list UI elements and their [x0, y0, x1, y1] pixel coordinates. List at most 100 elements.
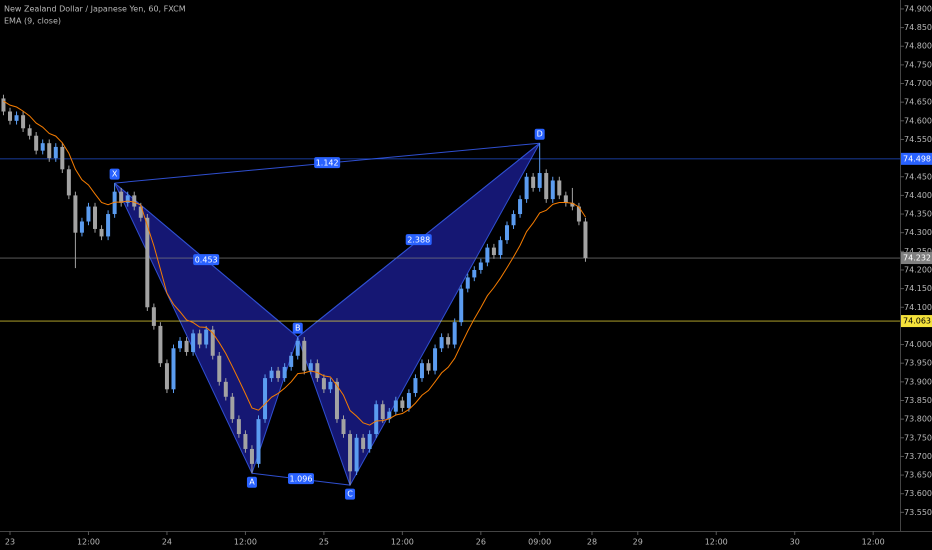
y-tick-label: 73.550 [904, 508, 932, 517]
candle-body [348, 434, 353, 472]
candle-body [282, 366, 287, 379]
candle-body [164, 363, 169, 390]
candle-body [289, 355, 294, 367]
candle-body [354, 437, 359, 472]
ratio-box [193, 254, 220, 266]
ratio-box [288, 473, 315, 485]
candle-body [518, 199, 523, 215]
candle-body [86, 206, 91, 222]
y-tick-label: 74.400 [904, 191, 932, 200]
candle-body [151, 307, 156, 326]
y-tick-label: 74.650 [904, 98, 932, 107]
candle-body [570, 202, 575, 207]
candle-body [295, 340, 300, 356]
candle-body [230, 396, 235, 420]
x-tick-label: 12:00 [234, 538, 257, 547]
candle-body [576, 206, 581, 222]
candle-body [47, 143, 52, 159]
candle-body [524, 176, 529, 200]
y-tick-label: 74.900 [904, 4, 932, 13]
candle-body [439, 337, 444, 349]
y-tick-label: 73.850 [904, 396, 932, 405]
price-tag [901, 252, 932, 265]
candle-body [249, 448, 254, 464]
candle-body [14, 115, 19, 121]
candle-body [256, 419, 261, 464]
candle-body [446, 337, 451, 345]
candle-body [8, 111, 13, 121]
candle-body [269, 370, 274, 379]
x-tick-label: 09:00 [528, 538, 551, 547]
candle-body [145, 217, 150, 308]
candle-body [433, 348, 438, 371]
candle-body [544, 173, 549, 200]
price-tag-label: 74.063 [903, 317, 931, 326]
candle-body [367, 434, 372, 449]
candle-body [315, 363, 320, 379]
candle-body [321, 378, 326, 390]
point-box [246, 476, 257, 488]
candle-body [419, 363, 424, 379]
candle-body [341, 419, 346, 435]
y-tick-label: 73.700 [904, 452, 932, 461]
candle-body [73, 195, 78, 233]
candle-body [263, 378, 268, 420]
candle-body [485, 247, 490, 263]
price-tag-label: 74.232 [903, 254, 931, 263]
candle-body [308, 363, 313, 371]
x-tick-label: 29 [633, 538, 643, 547]
x-tick-label: 23 [5, 538, 15, 547]
x-tick-label: 12:00 [862, 538, 885, 547]
candle-body [531, 176, 536, 188]
y-tick-label: 74.550 [904, 135, 932, 144]
candle-body [66, 169, 71, 196]
candle-body [99, 228, 104, 237]
candle-body [171, 348, 176, 390]
point-label: B [295, 324, 301, 333]
y-tick-label: 74.200 [904, 265, 932, 274]
ratio-label: 1.096 [290, 475, 313, 484]
x-tick-label: 26 [476, 538, 486, 547]
ratio-label: 2.388 [407, 236, 430, 245]
y-tick-label: 74.100 [904, 303, 932, 312]
candle-body [119, 191, 124, 203]
candle-body [491, 247, 496, 256]
y-tick-label: 73.950 [904, 359, 932, 368]
candle-body [550, 180, 555, 200]
candle-body [498, 240, 503, 256]
candle-body [393, 400, 398, 412]
point-label: A [249, 478, 255, 487]
candle-body [243, 434, 248, 449]
candle-body [158, 325, 163, 364]
candle-body [406, 393, 411, 408]
y-tick-label: 73.600 [904, 489, 932, 498]
candle-body [583, 221, 588, 259]
candle-body [223, 381, 228, 397]
x-tick-label: 30 [790, 538, 800, 547]
candle-body [472, 269, 477, 278]
candle-body [413, 378, 418, 394]
y-tick-label: 74.600 [904, 116, 932, 125]
candle-body [53, 146, 58, 159]
indicator-legend: EMA (9, close) [4, 17, 61, 26]
x-tick-label: 25 [319, 538, 329, 547]
candle-body [112, 191, 117, 215]
candle-body [302, 340, 307, 371]
candle-body [1, 98, 6, 112]
y-tick-label: 73.650 [904, 471, 932, 480]
candle-body [132, 195, 137, 207]
candle-body [21, 115, 26, 129]
ratio-label: 1.142 [316, 159, 339, 168]
candle-body [204, 329, 209, 345]
y-tick-label: 74.700 [904, 79, 932, 88]
candle-body [210, 329, 215, 356]
candle-body [465, 277, 470, 289]
y-tick-label: 74.000 [904, 340, 932, 349]
candle-body [217, 355, 222, 382]
x-tick-label: 12:00 [391, 538, 414, 547]
candle-body [178, 340, 183, 349]
candle-body [236, 419, 241, 435]
candle-body [459, 288, 464, 323]
candle-body [40, 143, 45, 151]
